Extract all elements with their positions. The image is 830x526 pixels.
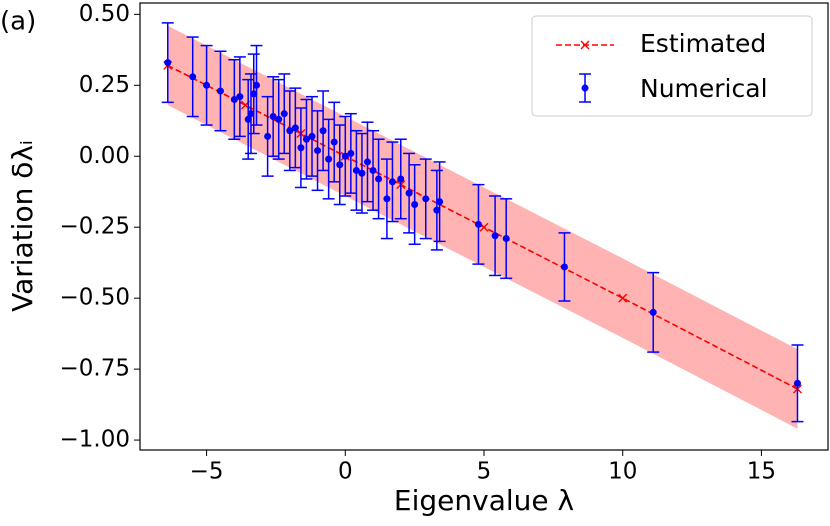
x-tick-label: −5 [190, 459, 224, 485]
data-point [291, 124, 299, 132]
y-tick-label: 0.50 [79, 1, 130, 27]
data-point [325, 155, 333, 163]
y-tick-label: 0.25 [79, 72, 130, 98]
legend-marker [580, 40, 590, 50]
data-point [363, 158, 371, 166]
data-point [358, 169, 366, 177]
x-tick-label: 10 [608, 459, 637, 485]
y-tick-label: 0.00 [79, 143, 130, 169]
legend-label: Estimated [640, 29, 766, 58]
y-axis-label: Variation δλᵢ [6, 140, 39, 312]
estimated-marker [618, 293, 628, 303]
data-point [250, 90, 258, 98]
data-point [253, 81, 261, 89]
data-point [352, 166, 360, 174]
data-point [230, 95, 238, 103]
data-point [375, 175, 383, 183]
data-point [433, 206, 441, 214]
data-point [347, 149, 355, 157]
data-point [422, 195, 430, 203]
data-point [388, 178, 396, 186]
data-point [164, 59, 172, 67]
data-point [236, 93, 244, 101]
data-point [411, 201, 419, 209]
x-axis-label: Eigenvalue λ [394, 484, 574, 517]
legend-box [531, 15, 813, 117]
data-point [203, 81, 211, 89]
data-point [502, 235, 510, 243]
data-point [275, 115, 283, 123]
data-point [314, 147, 322, 155]
data-point [330, 138, 338, 146]
panel-label: (a) [0, 7, 36, 37]
y-tick-label: −0.50 [60, 285, 130, 311]
x-tick-label: 15 [747, 459, 776, 485]
data-point [244, 115, 252, 123]
legend-point [581, 84, 589, 92]
data-point [341, 152, 349, 160]
data-point [397, 175, 405, 183]
data-point [302, 135, 310, 143]
data-point [319, 127, 327, 135]
data-point [560, 263, 568, 271]
data-point [247, 110, 255, 118]
y-tick-label: −0.25 [60, 214, 130, 240]
data-point [269, 113, 277, 121]
data-point [436, 198, 444, 206]
data-point [297, 144, 305, 152]
data-point [369, 166, 377, 174]
x-tick-label: 0 [338, 459, 353, 485]
data-point [286, 127, 294, 135]
x-tick-label: 5 [477, 459, 492, 485]
data-point [405, 189, 413, 197]
data-point [308, 132, 316, 140]
data-point [189, 73, 197, 81]
data-point [336, 161, 344, 169]
data-point [280, 110, 288, 118]
data-point [793, 379, 801, 387]
y-tick-label: −0.75 [60, 356, 130, 382]
data-point [491, 232, 499, 240]
data-point [216, 87, 224, 95]
data-point [383, 195, 391, 203]
data-point [474, 220, 482, 228]
data-point [264, 132, 272, 140]
legend-label: Numerical [640, 74, 768, 103]
data-point [649, 308, 657, 316]
y-tick-label: −1.00 [60, 427, 130, 453]
